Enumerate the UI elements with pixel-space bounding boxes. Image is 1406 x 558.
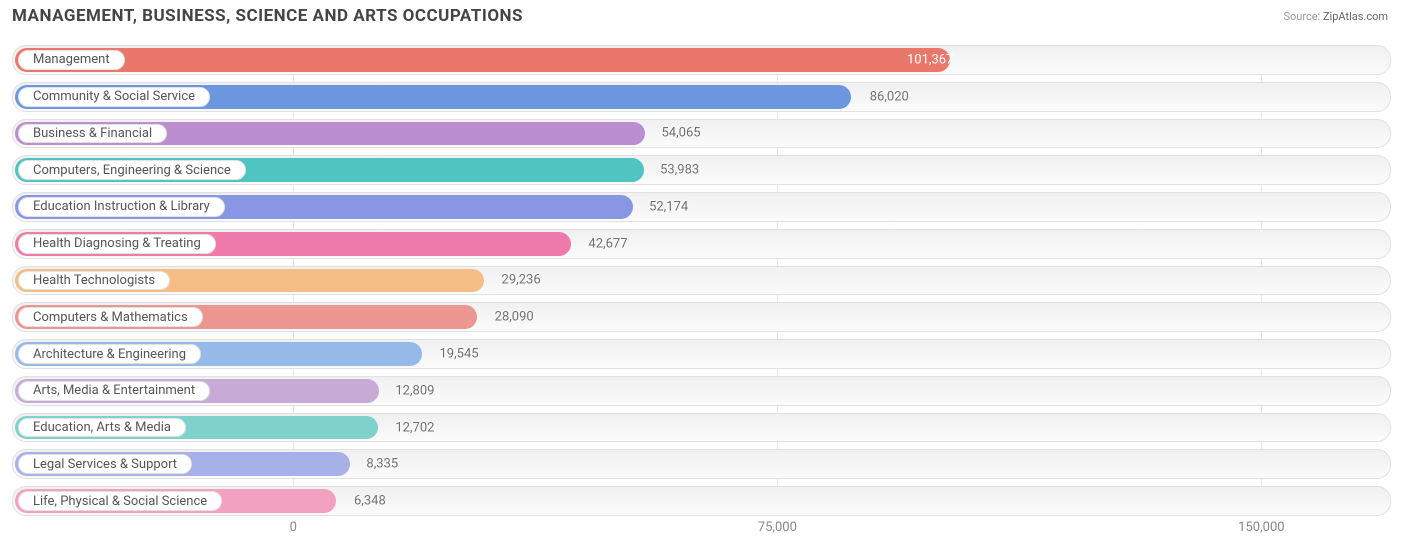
bar-category-label: Health Diagnosing & Treating — [18, 234, 216, 254]
bar-value-label: 6,348 — [354, 494, 386, 509]
bar-value-label: 101,367 — [907, 52, 953, 67]
bar-value-label: 12,702 — [395, 420, 434, 435]
bar-rows: Management 101,367 Community & Social Serv… — [12, 45, 1391, 516]
bar-row: Health Diagnosing & Treating 42,677 — [12, 229, 1391, 259]
bar-category-label: Education, Arts & Media — [18, 418, 186, 438]
bar-row: Management 101,367 — [12, 45, 1391, 75]
x-axis-tick-label: 0 — [290, 520, 297, 535]
bar-category-label: Computers, Engineering & Science — [18, 160, 246, 180]
x-axis-tick-label: 75,000 — [758, 520, 797, 535]
bar-value-label: 54,065 — [662, 126, 701, 141]
bar-row: Legal Services & Support 8,335 — [12, 449, 1391, 479]
bar-row: Architecture & Engineering 19,545 — [12, 339, 1391, 369]
bar-value-label: 86,020 — [870, 89, 909, 104]
bar-category-label: Health Technologists — [18, 271, 170, 291]
bar-category-label: Business & Financial — [18, 124, 167, 144]
bar-row: Life, Physical & Social Science 6,348 — [12, 486, 1391, 516]
bar-row: Community & Social Service 86,020 — [12, 82, 1391, 112]
source-attribution: Source: ZipAtlas.com — [1283, 10, 1388, 23]
bar-value-label: 52,174 — [649, 199, 688, 214]
source-label: Source: — [1283, 10, 1320, 23]
bar-category-label: Legal Services & Support — [18, 454, 192, 474]
bar-row: Arts, Media & Entertainment 12,809 — [12, 376, 1391, 406]
bar-category-label: Community & Social Service — [18, 87, 210, 107]
bar-row: Computers & Mathematics 28,090 — [12, 302, 1391, 332]
bar-value-label: 53,983 — [660, 163, 699, 178]
bar-row: Computers, Engineering & Science 53,983 — [12, 155, 1391, 185]
bar-category-label: Architecture & Engineering — [18, 344, 201, 364]
bar-category-label: Arts, Media & Entertainment — [18, 381, 210, 401]
source-value: ZipAtlas.com — [1323, 10, 1388, 23]
bar-value-label: 42,677 — [588, 236, 627, 251]
chart-area: Management 101,367 Community & Social Serv… — [12, 45, 1391, 538]
bar-value-label: 8,335 — [366, 457, 398, 472]
bar-row: Business & Financial 54,065 — [12, 119, 1391, 149]
bar-fill — [15, 48, 950, 72]
bar-category-label: Education Instruction & Library — [18, 197, 225, 217]
bar-row: Education, Arts & Media 12,702 — [12, 413, 1391, 443]
bar-value-label: 12,809 — [395, 383, 434, 398]
bar-category-label: Management — [18, 50, 125, 70]
bar-category-label: Computers & Mathematics — [18, 307, 203, 327]
bar-row: Education Instruction & Library 52,174 — [12, 192, 1391, 222]
bar-row: Health Technologists 29,236 — [12, 266, 1391, 296]
chart-title: MANAGEMENT, BUSINESS, SCIENCE AND ARTS O… — [12, 6, 523, 26]
bar-value-label: 19,545 — [439, 347, 478, 362]
x-axis: 0 75,000 150,000 — [12, 518, 1391, 538]
bar-category-label: Life, Physical & Social Science — [18, 491, 222, 511]
bar-value-label: 29,236 — [502, 273, 541, 288]
bar-value-label: 28,090 — [495, 310, 534, 325]
x-axis-tick-label: 150,000 — [1238, 520, 1284, 535]
